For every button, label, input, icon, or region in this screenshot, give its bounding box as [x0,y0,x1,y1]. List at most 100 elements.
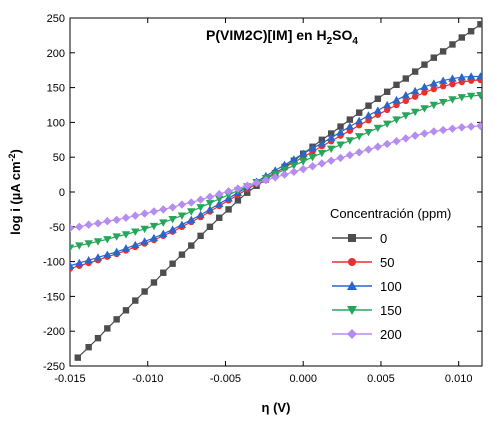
data-point [141,288,148,295]
data-point [345,122,355,130]
data-point [457,123,466,132]
data-point [308,162,317,171]
data-point [216,214,223,221]
y-tick-label: 50 [53,152,65,164]
data-point [225,206,232,213]
legend-marker [347,281,357,290]
data-point [103,217,112,226]
data-point [317,139,327,147]
data-point [466,92,476,101]
data-point [233,184,243,193]
legend: Concentración (ppm) 0 50 100 150 200 [330,206,451,342]
data-point [383,106,391,114]
data-point [421,89,428,96]
data-point [345,137,355,145]
data-point [373,142,383,151]
data-point [205,192,215,202]
data-point [206,223,214,230]
data-point [402,97,410,105]
data-point [75,242,84,250]
data-point [131,240,140,249]
data-point [187,215,196,224]
data-point [70,223,75,233]
series-group [70,21,482,361]
data-point [429,127,439,136]
data-point [271,173,280,182]
x-tick-label: 0.000 [289,373,317,385]
data-point [458,34,465,41]
data-point [252,178,261,188]
data-point [402,75,410,82]
data-point [196,204,205,212]
data-point [317,159,327,168]
data-point [364,111,373,119]
data-point [177,212,187,220]
data-point [317,149,327,158]
data-point [410,86,420,95]
data-point [382,100,392,109]
data-point [326,156,336,165]
data-point [354,116,364,125]
plot-area-frame [69,17,483,367]
legend-marker [348,234,356,242]
x-axis: -0.015 -0.010 -0.005 0.000 0.005 0.010 [54,18,472,385]
data-point [401,91,411,99]
data-point [103,250,112,258]
data-point [476,92,482,100]
data-point [103,236,112,244]
data-point [430,85,438,93]
legend-label: 200 [380,327,402,342]
legend-label: 50 [380,255,394,270]
data-point [280,170,289,179]
data-point [299,149,308,157]
data-point [112,247,121,256]
data-point [401,134,411,143]
x-tick-label: 0.005 [367,373,395,385]
data-point [132,297,139,304]
data-point [85,344,92,351]
data-point [178,251,186,258]
data-point [420,129,429,138]
legend-marker [347,306,357,315]
data-point [160,269,167,276]
y-tick-label: -100 [43,257,65,269]
data-point [70,261,75,269]
data-point [74,354,81,361]
legend-label: 0 [380,231,387,246]
data-point [449,80,456,88]
y-tick-label: 250 [47,13,65,25]
data-point [121,244,131,252]
data-point [354,133,364,141]
data-point [187,198,196,207]
y-tick-label: 200 [47,48,65,60]
data-point [354,148,364,157]
data-point [393,81,400,89]
legend-item: 100 [332,279,402,294]
data-point [439,48,447,55]
data-point [449,41,456,48]
data-point [308,154,317,162]
data-point [299,158,308,166]
data-point [410,108,420,117]
data-point [169,260,176,267]
data-point [215,189,224,199]
data-point [196,195,205,204]
data-point [364,128,373,137]
y-axis: -250 -200 -150 -100 -50 0 50 100 150 200 250 [43,13,482,373]
data-point [346,116,354,123]
series-150 [70,92,482,252]
data-point [121,231,131,239]
data-point [196,210,205,219]
data-point [197,232,204,240]
data-point [429,79,439,87]
data-point [140,225,149,234]
x-tick-label: -0.015 [54,373,85,385]
data-point [84,256,93,264]
data-point [150,279,158,286]
data-point [466,72,476,80]
data-point [448,96,457,104]
data-point [75,222,84,231]
data-point [121,213,131,222]
data-point [374,95,382,102]
data-point [131,228,140,236]
